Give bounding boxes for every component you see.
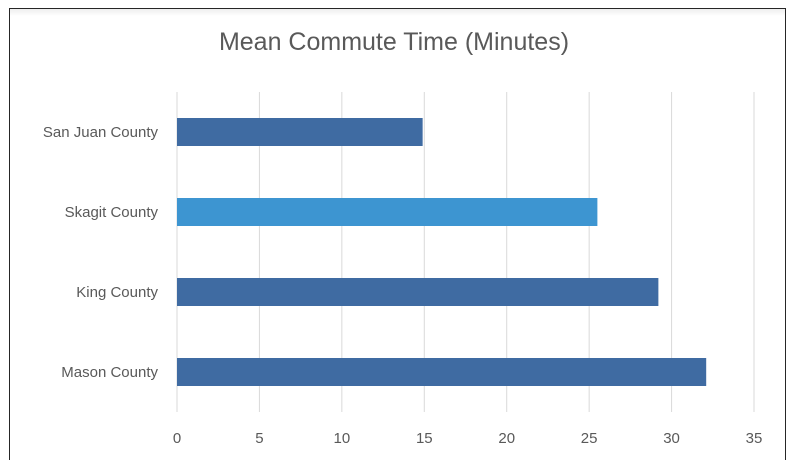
x-tick-label-25: 25 bbox=[581, 430, 598, 447]
x-tick-label-35: 35 bbox=[746, 430, 763, 447]
category-label-san-juan-county: San Juan County bbox=[43, 124, 159, 141]
category-labels: San Juan County Skagit County King County M… bbox=[43, 124, 159, 381]
x-tick-label-5: 5 bbox=[255, 430, 263, 447]
x-tick-label-10: 10 bbox=[334, 430, 351, 447]
bar-king-county bbox=[177, 278, 659, 306]
frame-top-shade bbox=[10, 9, 785, 16]
bars bbox=[177, 118, 707, 386]
bar-mason-county bbox=[177, 358, 707, 386]
category-label-skagit-county: Skagit County bbox=[65, 204, 159, 221]
bar-san-juan-county bbox=[177, 118, 423, 146]
x-tick-labels: 0 5 10 15 20 25 30 35 bbox=[173, 430, 763, 447]
chart-title: Mean Commute Time (Minutes) bbox=[218, 28, 570, 56]
x-tick-label-30: 30 bbox=[663, 430, 680, 447]
x-tick-label-20: 20 bbox=[498, 430, 515, 447]
x-tick-label-0: 0 bbox=[173, 430, 181, 447]
category-label-king-county: King County bbox=[76, 284, 158, 301]
x-tick-label-15: 15 bbox=[416, 430, 433, 447]
bar-skagit-county bbox=[177, 198, 598, 226]
category-label-mason-county: Mason County bbox=[61, 364, 158, 381]
